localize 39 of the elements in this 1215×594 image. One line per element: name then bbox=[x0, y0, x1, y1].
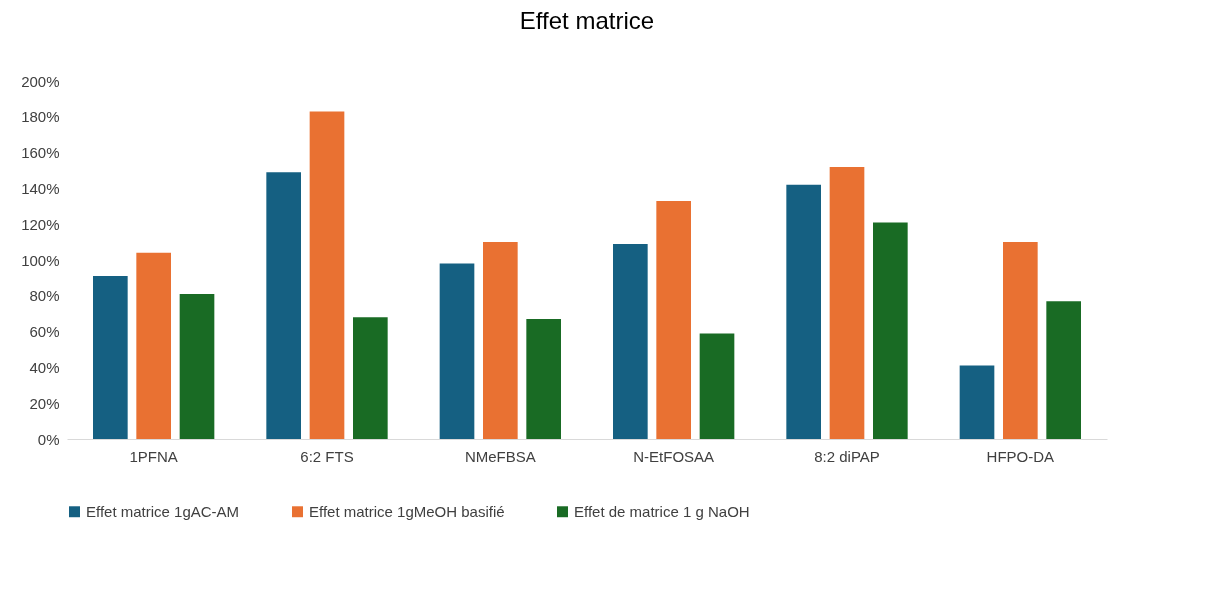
x-tick-label: 1PFNA bbox=[129, 447, 178, 465]
bar bbox=[873, 222, 908, 439]
bar bbox=[309, 111, 345, 439]
bar bbox=[829, 166, 865, 439]
legend-label: Effet matrice 1gMeOH basifié bbox=[309, 502, 505, 520]
y-tick-label: 60% bbox=[29, 323, 60, 341]
bar bbox=[136, 252, 171, 439]
x-tick-label: HFPO-DA bbox=[986, 447, 1055, 465]
y-tick-label: 180% bbox=[21, 108, 60, 126]
chart-title: Effet matrice bbox=[519, 7, 655, 34]
y-tick-label: 120% bbox=[21, 215, 60, 233]
bar bbox=[439, 263, 475, 439]
y-tick-label: 100% bbox=[21, 251, 60, 269]
y-tick-label: 160% bbox=[21, 144, 60, 162]
bar bbox=[699, 333, 735, 439]
bar bbox=[959, 365, 995, 439]
x-tick-label: 8:2 diPAP bbox=[814, 447, 880, 465]
y-tick-label: 80% bbox=[29, 287, 60, 305]
x-tick-label: NMeFBSA bbox=[464, 447, 536, 465]
bar bbox=[179, 294, 215, 439]
legend-label: Effet matrice 1gAC-AM bbox=[86, 502, 240, 520]
bar bbox=[526, 319, 561, 439]
bar bbox=[483, 242, 518, 439]
bar bbox=[1003, 242, 1038, 439]
x-tick-label: N-EtFOSAA bbox=[633, 447, 715, 465]
y-tick-label: 20% bbox=[29, 394, 60, 412]
bar bbox=[1046, 301, 1081, 439]
bar bbox=[353, 317, 388, 439]
legend-label: Effet de matrice 1 g NaOH bbox=[574, 502, 750, 520]
bar bbox=[786, 184, 821, 439]
bar bbox=[656, 200, 691, 439]
y-tick-label: 200% bbox=[21, 72, 60, 90]
x-tick-label: 6:2 FTS bbox=[300, 447, 354, 465]
bar bbox=[266, 172, 301, 439]
y-tick-label: 0% bbox=[37, 430, 60, 448]
bar bbox=[93, 276, 128, 439]
y-tick-label: 140% bbox=[21, 179, 60, 197]
bar bbox=[613, 243, 648, 439]
y-tick-label: 40% bbox=[29, 358, 60, 376]
